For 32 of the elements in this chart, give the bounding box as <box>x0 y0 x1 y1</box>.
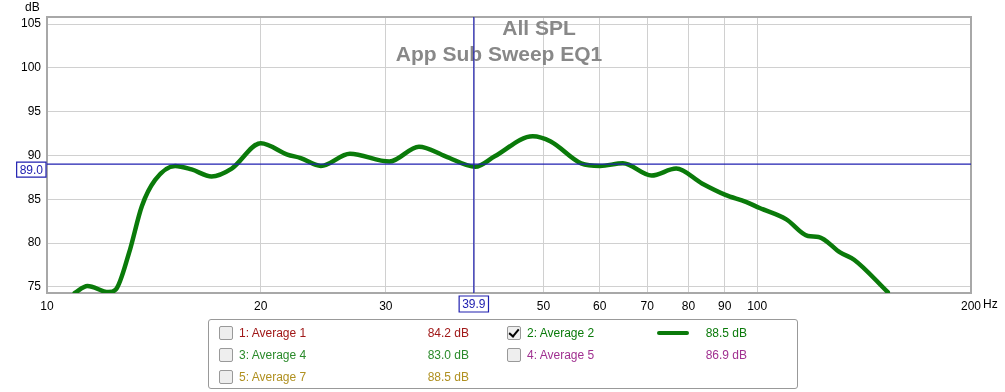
x-tick-label: 50 <box>536 298 551 313</box>
x-tick-label: 80 <box>681 298 696 313</box>
y-tick-label: 90 <box>27 147 42 162</box>
x-tick-label: 10 <box>40 298 54 313</box>
text: 5: Average 7 <box>239 369 307 386</box>
x-tick-label: 200 <box>960 298 982 313</box>
x-tick-label: 90 <box>718 298 732 313</box>
x-tick-label: 100 <box>747 298 768 313</box>
y-tick-label: 100 <box>20 60 42 75</box>
text: 3: Average 4 <box>239 347 307 364</box>
y-tick-label: 80 <box>27 235 42 250</box>
text: 2: Average 2 <box>527 325 595 342</box>
x-tick-label: 70 <box>640 298 655 313</box>
y-tick-label: 85 <box>27 191 42 206</box>
y-tick-label: 95 <box>27 103 42 118</box>
ref-line-label: 39.9 <box>462 296 486 311</box>
y-axis-title: dB <box>25 0 40 15</box>
text: 88.5 dB <box>705 325 747 342</box>
text: 4: Average 5 <box>527 347 595 364</box>
y-tick-label: 75 <box>27 279 42 294</box>
x-tick-label: 60 <box>592 298 607 313</box>
text: 83.0 dB <box>427 347 469 364</box>
x-tick-label: 20 <box>254 298 268 313</box>
x-tick-label: 30 <box>379 298 393 313</box>
y-tick-label: 105 <box>20 16 42 31</box>
chart-title: All SPL <box>502 16 576 40</box>
text: 86.9 dB <box>705 347 747 364</box>
text: 84.2 dB <box>427 325 469 342</box>
ref-line-label: 89.0 <box>19 162 44 177</box>
x-axis-title: Hz <box>983 297 998 312</box>
text: 1: Average 1 <box>239 325 307 342</box>
text: 88.5 dB <box>427 369 469 386</box>
